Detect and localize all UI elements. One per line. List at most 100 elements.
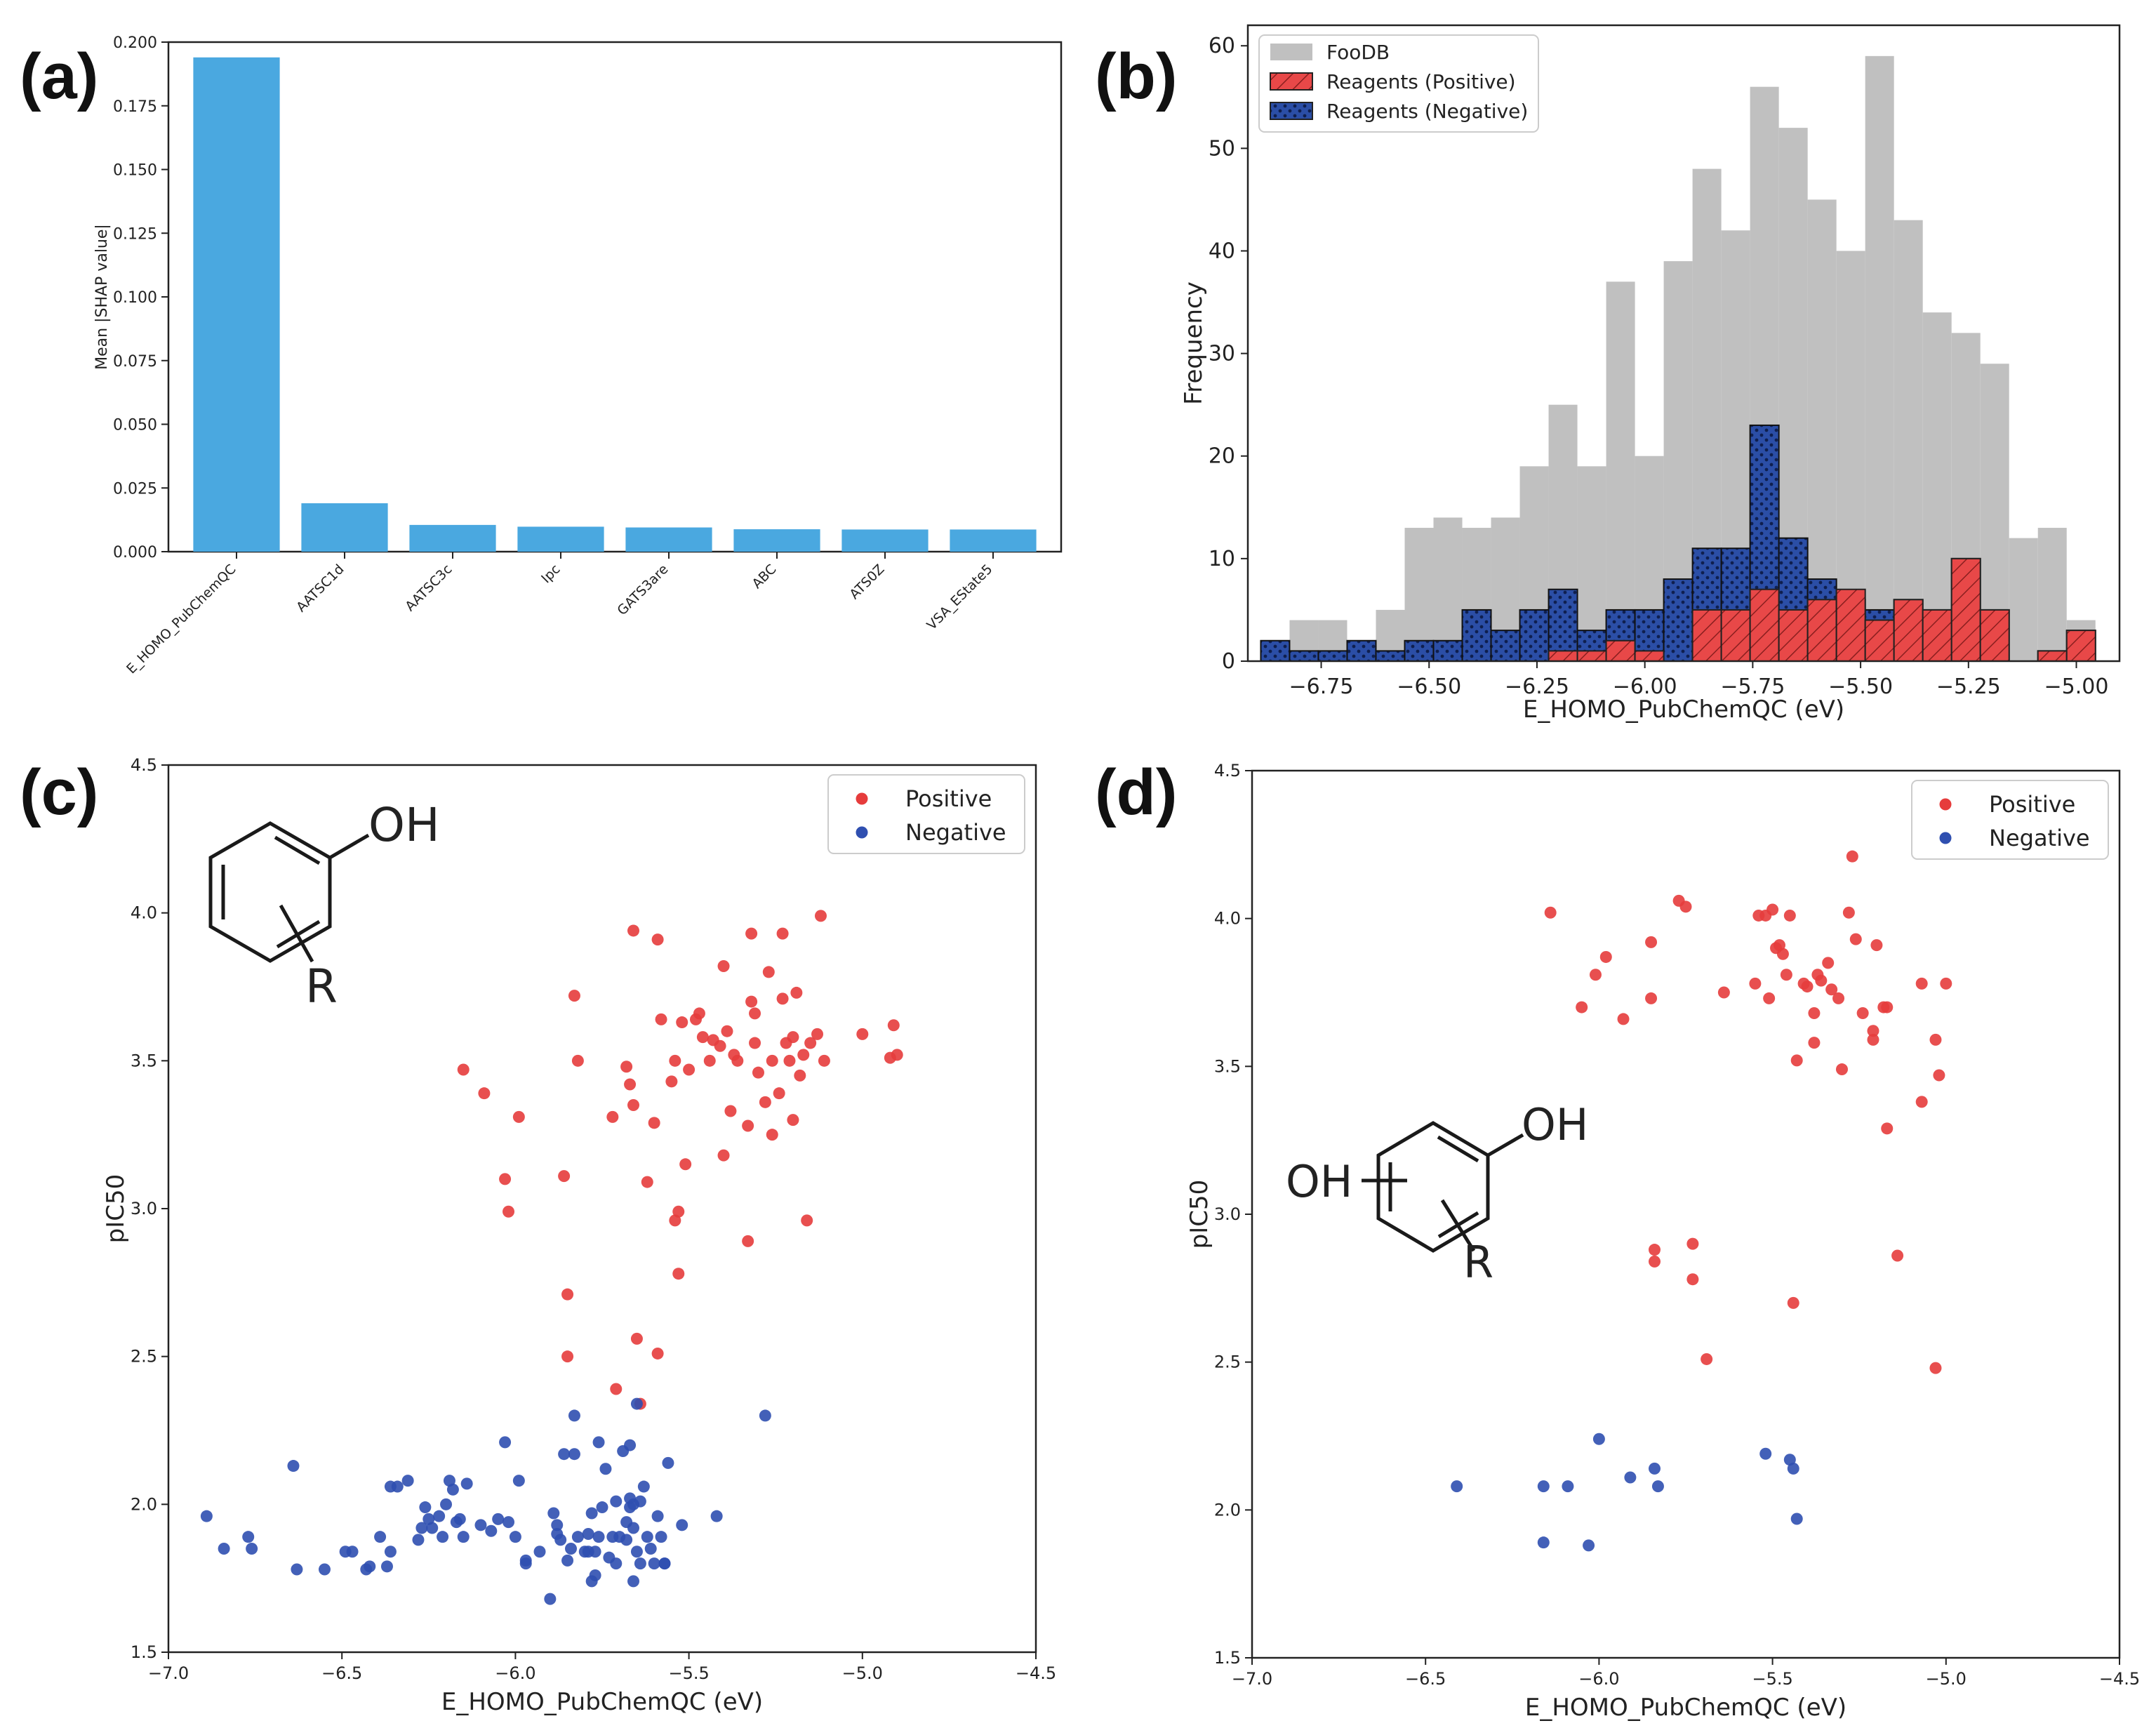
- legend-swatch: [1270, 44, 1312, 60]
- point-positive-66: [811, 1028, 824, 1040]
- point-positive-65: [804, 1037, 817, 1049]
- point-positive-11: [1686, 1237, 1699, 1250]
- point-negative-31: [474, 1519, 487, 1531]
- point-positive-28: [1801, 981, 1814, 993]
- point-positive-21: [651, 1347, 664, 1360]
- point-negative-7: [1649, 1462, 1661, 1475]
- point-positive-26: [1790, 1054, 1803, 1067]
- y-tick-label: 4.0: [131, 903, 157, 923]
- legend-label: Reagents (Negative): [1326, 100, 1528, 123]
- point-positive-6: [1645, 992, 1658, 1004]
- hist-bar-reagents-negative--2: [1317, 650, 1348, 662]
- point-positive-53: [1940, 977, 1952, 990]
- hist-bar-reagents-positive--27: [2037, 650, 2068, 662]
- y-tick-label: 0.125: [113, 225, 157, 243]
- point-positive-14: [627, 924, 639, 937]
- point-positive-19: [1766, 903, 1779, 916]
- x-tick-label: −5.0: [1926, 1669, 1967, 1689]
- hist-bar-reagents-negative--8: [1490, 630, 1521, 663]
- point-negative-0: [200, 1510, 213, 1522]
- point-positive-12: [1686, 1273, 1699, 1286]
- point-negative-29: [457, 1531, 470, 1543]
- hist-bar-reagents-negative--10: [1548, 588, 1578, 662]
- mol-d-oh-left-label: OH: [1286, 1156, 1352, 1207]
- point-negative-39: [519, 1554, 532, 1567]
- point-positive-18: [641, 1176, 653, 1188]
- hist-bar-reagents-positive--28: [2065, 630, 2096, 663]
- point-positive-20: [651, 933, 664, 946]
- y-tick-label: 30: [1209, 342, 1235, 366]
- point-negative-8: [346, 1546, 359, 1558]
- legend-label: Positive: [1989, 791, 2075, 818]
- point-negative-18: [415, 1522, 428, 1534]
- point-positive-50: [759, 1096, 771, 1108]
- point-negative-81: [641, 1531, 653, 1543]
- y-tick-label: 4.5: [131, 755, 157, 775]
- point-negative-46: [558, 1448, 571, 1461]
- point-positive-40: [1856, 1006, 1869, 1019]
- point-positive-7: [561, 1350, 574, 1363]
- oh-bond: [328, 833, 370, 860]
- legend-marker: [1939, 832, 1952, 844]
- point-negative-17: [412, 1534, 425, 1546]
- x-tick-label: −6.0: [1578, 1669, 1619, 1689]
- point-negative-15: [391, 1480, 404, 1493]
- point-negative-3: [1562, 1480, 1574, 1493]
- bar-ipc: [517, 526, 604, 552]
- x-tick-label: −5.75: [1720, 674, 1785, 699]
- point-negative-73: [624, 1439, 637, 1451]
- panel-label-c: (c): [20, 757, 98, 828]
- hist-bar-reagents-positive--22: [1893, 599, 1924, 662]
- point-positive-72: [891, 1049, 903, 1061]
- point-negative-49: [568, 1409, 580, 1422]
- legend-marker: [856, 792, 868, 805]
- point-negative-54: [582, 1527, 594, 1540]
- legend-box: [1258, 34, 1539, 133]
- point-positive-10: [606, 1110, 619, 1123]
- point-positive-25: [1787, 1296, 1799, 1309]
- y-tick-label: 2.5: [1214, 1353, 1241, 1372]
- point-positive-13: [624, 1078, 637, 1091]
- point-negative-48: [565, 1543, 578, 1555]
- r-bond: [1440, 1199, 1476, 1252]
- point-positive-1: [1576, 1001, 1588, 1013]
- hist-bar-reagents-positive--15: [1691, 609, 1722, 662]
- y-tick-label: 0.150: [113, 162, 157, 180]
- y-tick-label: 0.000: [113, 544, 157, 561]
- point-negative-60: [592, 1436, 605, 1449]
- point-negative-83: [648, 1557, 660, 1570]
- point-positive-51: [762, 966, 775, 978]
- point-positive-1: [478, 1087, 491, 1100]
- point-negative-35: [503, 1516, 515, 1529]
- x-tick-label: ABC: [749, 561, 779, 592]
- x-tick-label: −6.75: [1289, 674, 1354, 699]
- point-negative-9: [1759, 1447, 1772, 1460]
- point-negative-61: [596, 1501, 608, 1514]
- hist-bar-reagents-positive--21: [1864, 619, 1895, 663]
- point-negative-41: [544, 1593, 557, 1605]
- point-positive-23: [1780, 969, 1792, 981]
- legend: Positive Negative: [1911, 780, 2109, 860]
- x-tick-label: −6.0: [495, 1663, 535, 1683]
- point-positive-32: [1815, 974, 1828, 987]
- bar-e_homo_pubchemqc: [193, 57, 280, 552]
- point-positive-47: [1891, 1249, 1904, 1262]
- y-tick-label: 0.025: [113, 480, 157, 498]
- chart-d-scatter: 1.5 2.0 2.5 3.0 3.5 4.0 4.5 −7.0 −6.5 −6.0 −5.5 −5.…: [1185, 761, 2140, 1722]
- point-negative-66: [610, 1557, 623, 1570]
- x-tick-label: AATSC3c: [402, 561, 455, 614]
- bar-gats3are: [625, 527, 712, 552]
- point-negative-13: [384, 1546, 397, 1558]
- point-positive-59: [787, 1031, 799, 1044]
- point-positive-44: [742, 1235, 754, 1247]
- y-tick-label: 0.100: [113, 289, 157, 307]
- hist-bar-foodb-23: [1922, 312, 1952, 661]
- point-positive-37: [1842, 906, 1855, 919]
- x-tick-label: −4.5: [2099, 1669, 2140, 1689]
- point-positive-22: [1776, 948, 1789, 960]
- point-positive-27: [672, 1268, 685, 1280]
- point-negative-19: [419, 1501, 432, 1514]
- point-positive-15: [627, 1099, 639, 1112]
- y-tick-label: 0.075: [113, 353, 157, 371]
- bar-aatsc3c: [409, 524, 496, 552]
